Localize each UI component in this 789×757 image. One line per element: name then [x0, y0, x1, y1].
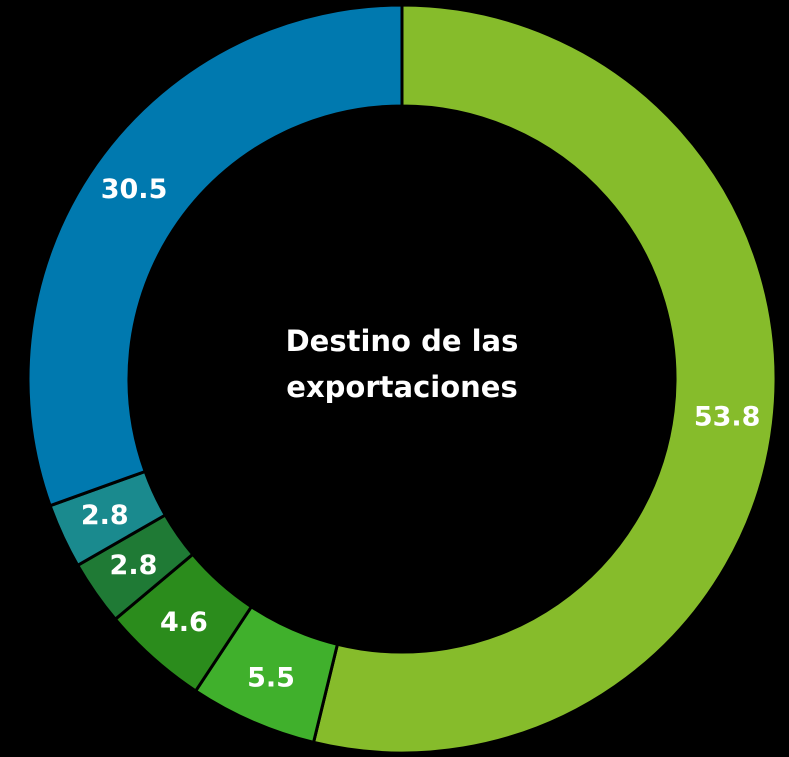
data-label: 2.8: [81, 500, 129, 531]
data-label: 53.8: [694, 402, 761, 433]
data-label: 5.5: [247, 663, 295, 694]
slice: [26, 3, 404, 508]
chart-title: Destino de las exportaciones: [285, 324, 519, 404]
data-label: 4.6: [160, 607, 208, 638]
data-label: 30.5: [101, 174, 168, 205]
slice: [311, 3, 778, 755]
data-label: 2.8: [110, 550, 158, 581]
